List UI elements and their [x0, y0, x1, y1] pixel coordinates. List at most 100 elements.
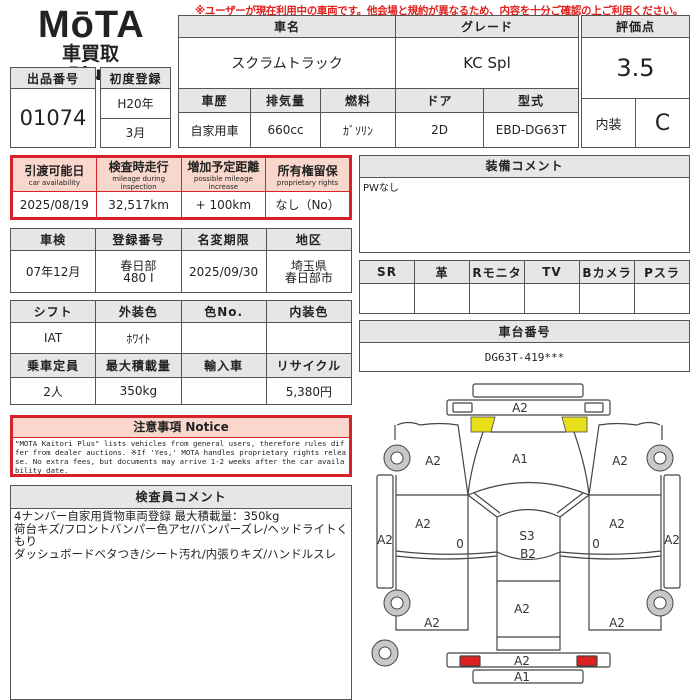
label-left-front-fender: A2 [425, 454, 441, 468]
first-reg-year: H20年 [100, 88, 171, 119]
wheels [371, 444, 674, 667]
hood-outline [467, 431, 590, 496]
equipment-comment-text: PWなし [363, 183, 399, 194]
label-rear-panel: A1 [514, 670, 530, 684]
label-right-front-fender: A2 [612, 454, 628, 468]
shift-label: シフト [9, 300, 97, 323]
fuel-label: 燃料 [319, 88, 397, 113]
color-no [180, 322, 267, 354]
label-hood: A1 [512, 452, 528, 466]
cab-outline [496, 517, 561, 651]
proprietary-rights: なし（No） [265, 191, 351, 219]
max-load: 350kg [95, 377, 182, 405]
front-grille [472, 383, 584, 398]
mileage-header: 検査時走行 mileage during inspection [95, 156, 182, 192]
mileage-increase: + 100km [180, 191, 267, 219]
label-roof-s3: S3 [519, 529, 534, 543]
history: 自家用車 [178, 112, 251, 148]
transfer-deadline-label: 名変期限 [180, 228, 267, 251]
equipment-comment-box: 装備コメント PWなし [359, 155, 690, 253]
rear-panel [472, 669, 584, 684]
plate-label: 登録番号 [95, 228, 182, 251]
chassis-number: DG63T-419*** [359, 342, 690, 372]
right-sill [663, 474, 681, 589]
availability-table: 引渡可能日 car availability 検査時走行 mileage durin… [10, 155, 352, 220]
interior-grade: C [635, 98, 690, 148]
left-sill [376, 474, 394, 589]
front-bumper [446, 399, 611, 416]
headlight-left [470, 416, 496, 433]
label-front-bumper: A2 [512, 401, 528, 415]
right-doors [559, 495, 662, 631]
first-reg-month: 3月 [100, 117, 171, 148]
inspector-comment-line: 4ナンバー自家用貨物車両登録 最大積載量：350kg [14, 509, 280, 523]
mota-logo[interactable]: MōTA 車買取 Plus [38, 4, 145, 84]
taillight-left [459, 655, 481, 667]
inspector-comment-line: ダッシュボードベタつき/シート汚れ/内張りキズ/ハンドルスレ [14, 546, 337, 561]
chassis-table: 車台番号 DG63T-419*** [359, 320, 690, 372]
notice-box: 注意事項 Notice "MOTA Kaitori Plus" lists ve… [10, 415, 352, 477]
max-load-label: 最大積載量 [95, 353, 182, 378]
interior-color [265, 322, 353, 354]
transfer-deadline: 2025/09/30 [180, 250, 267, 293]
availability-date: 2025/08/19 [11, 191, 97, 219]
label-roof-b2: B2 [520, 547, 536, 561]
chassis-label: 車台番号 [359, 320, 690, 343]
option-tv: TV [524, 260, 580, 284]
taillight-right [576, 655, 598, 667]
doors: 2D [395, 112, 485, 148]
windshield [467, 492, 590, 518]
displacement-label: 排気量 [250, 88, 321, 113]
option-value [579, 283, 635, 314]
label-right-door: A2 [609, 517, 625, 531]
front-lamp [452, 402, 473, 413]
car-name: スクラムトラック [177, 37, 397, 89]
model-label: 型式 [483, 88, 580, 113]
inspection-label: 車検 [9, 228, 97, 251]
model-code: EBD-DG63T [483, 112, 580, 148]
specs-table: シフト 外装色 色No. 内装色 IAT ﾎﾜｲﾄ 乗車定員 最大積載量 輸入車… [9, 300, 353, 405]
label-right-sill: A2 [664, 533, 680, 547]
listing-number-table: 出品番号 01074 [10, 67, 96, 148]
notice-text: "MOTA Kaitori Plus" lists vehicles from … [15, 439, 347, 475]
label-rear-bumper: A2 [514, 654, 530, 668]
first-reg-label: 初度登録 [100, 67, 171, 89]
recycle-fee: 5,380円 [265, 377, 353, 405]
options-table: SR 革 Rモニタ TV Bカメラ Pスラ [359, 260, 690, 314]
label-right-rear: A2 [609, 616, 625, 630]
displacement: 660cc [250, 112, 321, 148]
door-label: ドア [395, 88, 485, 113]
capacity-label: 乗車定員 [9, 353, 97, 378]
equipment-comment-title: 装備コメント [360, 156, 689, 178]
notice-title: 注意事項 Notice [13, 418, 349, 438]
score-label: 評価点 [581, 15, 690, 38]
option-power-slide: Pスラ [634, 260, 690, 284]
headlight-right [561, 416, 588, 433]
option-value [469, 283, 525, 314]
warning-text: ※ユーザーが現在利用中の車両です。他会場と規約が異なるため、内容を十分ご確認の上… [195, 5, 684, 17]
option-back-camera: Bカメラ [579, 260, 635, 284]
grade: KC Spl [395, 37, 580, 89]
score-table: 評価点 3.5 内装 C [581, 15, 690, 148]
car-name-label: 車名 [177, 15, 397, 38]
option-value [414, 283, 470, 314]
exterior-color: ﾎﾜｲﾄ [95, 322, 182, 354]
mileage: 32,517km [95, 191, 182, 219]
left-doors [395, 495, 498, 631]
front-lamp [584, 402, 604, 413]
inspector-comment-title: 検査員コメント [11, 486, 351, 509]
capacity: 2人 [9, 377, 97, 405]
interior-label: 内装 [581, 98, 636, 148]
availability-header: 引渡可能日 car availability [11, 156, 97, 192]
logo-brand: MōTA [38, 4, 145, 46]
fuel: ｶﾞｿﾘﾝ [319, 112, 397, 148]
color-no-label: 色No. [180, 300, 267, 323]
listing-number-label: 出品番号 [10, 67, 96, 89]
region: 埼玉県 春日部市 [265, 250, 353, 293]
label-left-door: A2 [415, 517, 431, 531]
first-registration-table: 初度登録 H20年 3月 [100, 67, 171, 148]
label-left-rear: A2 [424, 616, 440, 630]
grade-label: グレード [395, 15, 580, 38]
label-left-sill: A2 [377, 533, 393, 547]
proprietary-header: 所有権留保 proprietary rights [265, 156, 351, 192]
